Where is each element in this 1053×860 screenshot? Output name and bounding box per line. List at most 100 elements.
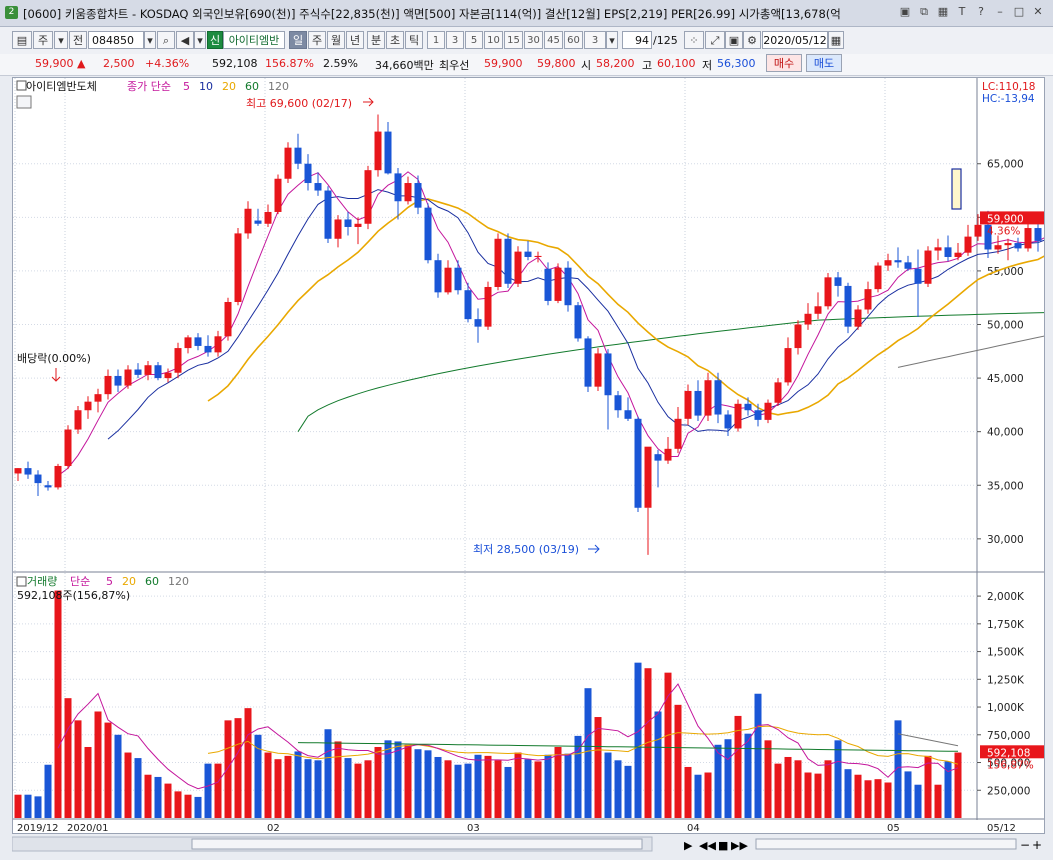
ma120-line xyxy=(897,334,1049,368)
interval-60[interactable]: 60 xyxy=(564,31,583,49)
candle-body xyxy=(514,251,522,284)
interval-15[interactable]: 15 xyxy=(504,31,523,49)
layout-icon[interactable]: ▣ xyxy=(899,5,911,18)
volume-bar xyxy=(524,759,532,818)
stop-icon[interactable]: ■ xyxy=(718,839,728,852)
interval-30[interactable]: 30 xyxy=(524,31,543,49)
volume-bar xyxy=(414,749,422,818)
buy-button[interactable]: 매수 xyxy=(766,54,802,72)
scroll-prev-icon[interactable]: ◀◀ xyxy=(699,839,716,852)
interval-5[interactable]: 5 xyxy=(465,31,483,49)
candle-body xyxy=(224,301,232,337)
current-volume-tag-label: 592,108 xyxy=(987,747,1030,759)
volume-ma5-line xyxy=(57,683,959,790)
period-minute[interactable]: 분 xyxy=(367,31,385,49)
volume-bar xyxy=(664,672,672,818)
low-label: 저 xyxy=(702,59,713,72)
candle-body xyxy=(854,309,862,327)
maximize-icon[interactable]: □ xyxy=(1013,5,1025,18)
data-count-total: /125 xyxy=(653,34,678,47)
volume-bar xyxy=(754,693,762,818)
volume-bar xyxy=(94,711,102,818)
period-month[interactable]: 월 xyxy=(327,31,345,49)
price-tick-label: 30,000 xyxy=(987,534,1024,546)
candle-body xyxy=(834,277,842,286)
gear-icon[interactable]: ⚙ xyxy=(743,31,761,49)
volume-bar xyxy=(234,718,242,818)
save-icon[interactable]: ▣ xyxy=(725,31,743,49)
candle-body xyxy=(984,224,992,250)
chart-canvas[interactable]: 2019/122020/010203040505/1265,00060,0005… xyxy=(13,78,1052,834)
zoom-out-icon[interactable]: − xyxy=(1020,838,1030,852)
period-tick[interactable]: 틱 xyxy=(405,31,423,49)
type-select[interactable]: 주 xyxy=(33,31,53,49)
volume-bar xyxy=(224,720,232,818)
text-icon[interactable]: T xyxy=(958,5,966,18)
interval-10[interactable]: 10 xyxy=(484,31,503,49)
code-dropdown-icon[interactable]: ▾ xyxy=(144,31,156,49)
candle-body xyxy=(144,365,152,375)
candle-body xyxy=(164,372,172,379)
calendar-icon[interactable]: ▦ xyxy=(828,31,844,49)
stock-code-input[interactable]: 084850 xyxy=(88,31,144,49)
quote-bar: 59,900 ▲ 2,500 +4.36% 592,108 156.87% 2.… xyxy=(0,54,1053,76)
volume-bar xyxy=(314,760,322,818)
scrollbar-thumb[interactable] xyxy=(191,838,643,850)
grid-icon[interactable]: ▦ xyxy=(937,5,949,18)
period-second[interactable]: 초 xyxy=(386,31,404,49)
volume-legend-ma: 단순 xyxy=(70,575,90,588)
period-day[interactable]: 일 xyxy=(289,31,307,49)
date-input[interactable]: 2020/05/12 xyxy=(762,31,828,49)
interval-45[interactable]: 45 xyxy=(544,31,563,49)
scroll-first-icon[interactable]: ▶ xyxy=(684,839,693,852)
period-year[interactable]: 년 xyxy=(346,31,364,49)
minimize-icon[interactable]: – xyxy=(997,5,1003,18)
candle-body xyxy=(934,247,942,251)
chart-area[interactable]: 2019/122020/010203040505/1265,00060,0005… xyxy=(12,77,1052,834)
interval-dropdown-icon[interactable]: ▾ xyxy=(606,31,618,49)
candle-body xyxy=(694,390,702,416)
candle-body xyxy=(754,410,762,420)
price-legend-ma: 종가 단순 xyxy=(127,80,171,93)
volume-bar xyxy=(304,759,312,818)
high-annotation: 최고 69,600 (02/17) xyxy=(246,97,352,110)
candle-body xyxy=(214,336,222,353)
interval-3[interactable]: 3 xyxy=(446,31,464,49)
scroll-next-icon[interactable]: ▶▶ xyxy=(731,839,748,852)
volume-bar xyxy=(124,752,132,818)
help-icon[interactable]: ? xyxy=(978,5,984,18)
current-volume-tag xyxy=(980,745,1044,759)
data-count-input[interactable]: 94 xyxy=(622,31,652,49)
search-icon[interactable]: ⌕ xyxy=(157,31,175,49)
zoom-slider[interactable] xyxy=(755,838,1017,850)
interval-custom-input[interactable]: 3 xyxy=(584,31,606,49)
new-listing-badge: 신 xyxy=(207,31,223,49)
volume-tick-label: 750,000 xyxy=(987,730,1030,742)
interval-1[interactable]: 1 xyxy=(427,31,445,49)
volume-bar xyxy=(324,729,332,818)
volume-bar xyxy=(104,722,112,818)
prev-button[interactable]: 전 xyxy=(69,31,87,49)
link-icon[interactable]: ⧉ xyxy=(920,5,928,18)
zoom-in-icon[interactable]: + xyxy=(1032,838,1042,852)
stock-name-field[interactable]: 아이티엠반 xyxy=(223,31,285,49)
grid-settings-icon[interactable]: ⁘ xyxy=(684,31,704,49)
candle-body xyxy=(864,289,872,310)
volume-bar xyxy=(944,761,952,818)
sound-icon[interactable]: ◀ xyxy=(176,31,194,49)
high-label: 고 xyxy=(642,59,653,72)
candle-body xyxy=(604,353,612,396)
volume-tick-label: 1,250K xyxy=(987,674,1025,686)
candle-body xyxy=(94,394,102,402)
type-dropdown-icon[interactable]: ▾ xyxy=(54,31,68,49)
candle-body xyxy=(44,485,52,488)
candle-body xyxy=(424,207,432,261)
volume-bar xyxy=(554,746,562,818)
draw-tool-icon[interactable]: ⤢ xyxy=(705,31,725,49)
close-icon[interactable]: ✕ xyxy=(1033,5,1043,18)
sound-dropdown-icon[interactable]: ▾ xyxy=(194,31,206,49)
sell-button[interactable]: 매도 xyxy=(806,54,842,72)
chart-menu-icon[interactable]: ▤ xyxy=(12,31,32,49)
volume-bar xyxy=(354,763,362,818)
period-week[interactable]: 주 xyxy=(308,31,326,49)
